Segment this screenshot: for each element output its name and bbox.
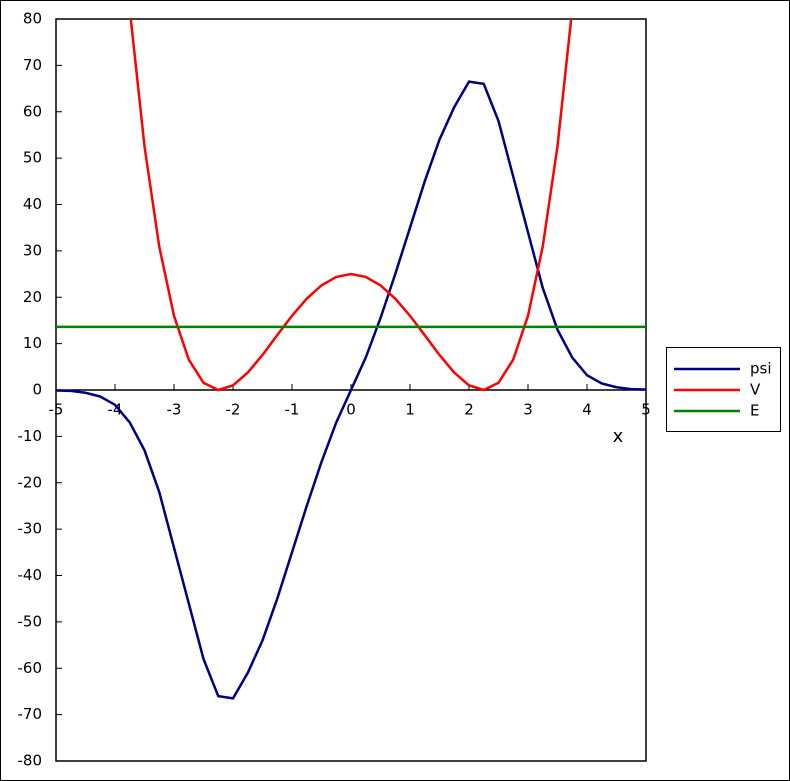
y-tick-label: 80: [23, 10, 42, 28]
x-tick-label: 5: [641, 401, 651, 419]
x-tick-label: -2: [226, 401, 241, 419]
x-tick-label: 3: [523, 401, 533, 419]
series-line: [56, 80, 646, 700]
y-tick-label: 60: [23, 102, 42, 120]
x-tick-label: -5: [49, 401, 64, 419]
legend-label: psi: [750, 360, 772, 378]
x-tick-label: -4: [108, 401, 123, 419]
x-tick-label: -3: [167, 401, 182, 419]
x-axis-label: x: [613, 426, 624, 447]
legend-label: E: [750, 402, 759, 420]
y-tick-label: -30: [18, 520, 43, 538]
y-tick-label: 0: [32, 381, 42, 399]
series-line: [129, 19, 573, 392]
y-tick-label: 10: [23, 334, 42, 352]
x-tick-label: 0: [346, 401, 356, 419]
y-tick-label: -20: [18, 473, 43, 491]
y-tick-label: -80: [18, 752, 43, 770]
y-tick-label: -60: [18, 659, 43, 677]
y-tick-label: -70: [18, 705, 43, 723]
y-tick-label: 30: [23, 241, 42, 259]
y-tick-label: -40: [18, 566, 43, 584]
y-tick-label: 50: [23, 149, 42, 167]
x-tick-label: 4: [582, 401, 592, 419]
y-tick-label: -50: [18, 612, 43, 630]
y-tick-label: 40: [23, 195, 42, 213]
plot-area: [56, 19, 646, 700]
x-tick-label: -1: [285, 401, 300, 419]
y-tick-label: 20: [23, 288, 42, 306]
y-tick-label: 70: [23, 56, 42, 74]
legend-label: V: [750, 381, 761, 399]
y-tick-label: -10: [18, 427, 43, 445]
x-tick-label: 2: [464, 401, 474, 419]
x-tick-label: 1: [405, 401, 415, 419]
